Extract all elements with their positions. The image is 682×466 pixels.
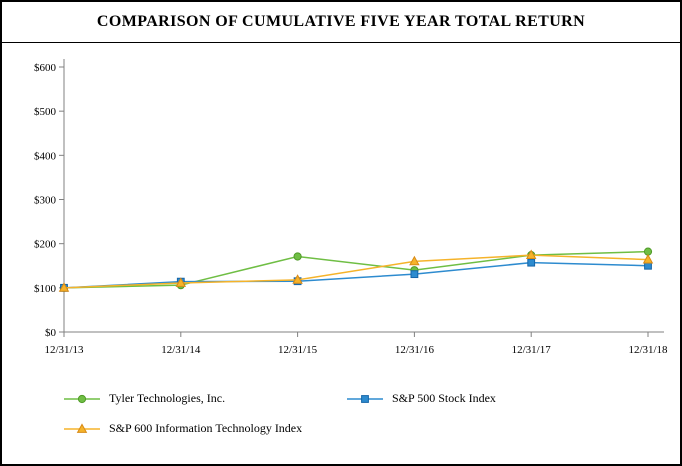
x-tick-label: 12/31/16 — [395, 344, 435, 356]
series-marker — [410, 270, 419, 279]
x-tick-label: 12/31/18 — [628, 344, 668, 356]
series-marker — [293, 252, 302, 261]
y-tick-label: $300 — [34, 195, 57, 207]
title-divider — [2, 42, 680, 43]
series-marker — [409, 255, 420, 266]
x-tick-label: 12/31/14 — [161, 344, 201, 356]
series-marker — [58, 282, 70, 292]
series-marker — [527, 258, 536, 267]
y-tick-label: $500 — [34, 106, 57, 118]
series-marker — [642, 253, 654, 264]
y-tick-label: $600 — [34, 62, 57, 74]
y-tick-label: $400 — [34, 150, 57, 162]
x-tick-label: 12/31/15 — [278, 344, 318, 356]
legend-item-sp600it: S&P 600 Information Technology Index — [64, 421, 302, 436]
series-line — [63, 250, 649, 289]
series-marker — [292, 274, 303, 284]
chart-title: COMPARISON OF CUMULATIVE FIVE YEAR TOTAL… — [96, 13, 586, 30]
y-tick-label: $100 — [34, 283, 57, 295]
chart-canvas: $0 $100 $200 $300 $400 $500 $600 12/31/13 12/31/… — [34, 59, 668, 356]
legend-label-tyler: Tyler Technologies, Inc. — [109, 391, 226, 405]
legend-label-sp500: S&P 500 Stock Index — [392, 391, 496, 405]
x-tick-label: 12/31/17 — [512, 344, 552, 356]
series-marker — [361, 394, 369, 403]
y-tick-label: $200 — [34, 239, 57, 251]
series-marker — [525, 249, 537, 260]
legend-item-sp500: S&P 500 Stock Index — [347, 391, 496, 406]
series-line — [63, 261, 649, 289]
series-line — [63, 254, 649, 289]
tyler-legend-marker-icon — [64, 394, 100, 403]
legend-label-sp600it: S&P 600 Information Technology Index — [109, 421, 303, 435]
legend-item-tyler: Tyler Technologies, Inc. — [64, 391, 225, 406]
x-tick-label: 12/31/13 — [44, 344, 84, 356]
sp500-legend-marker-icon — [347, 394, 383, 403]
series-marker — [76, 422, 88, 433]
sp600it-legend-marker-icon — [64, 422, 100, 433]
series-marker — [77, 394, 87, 403]
series-marker — [175, 277, 187, 287]
y-tick-label: $0 — [45, 327, 57, 339]
